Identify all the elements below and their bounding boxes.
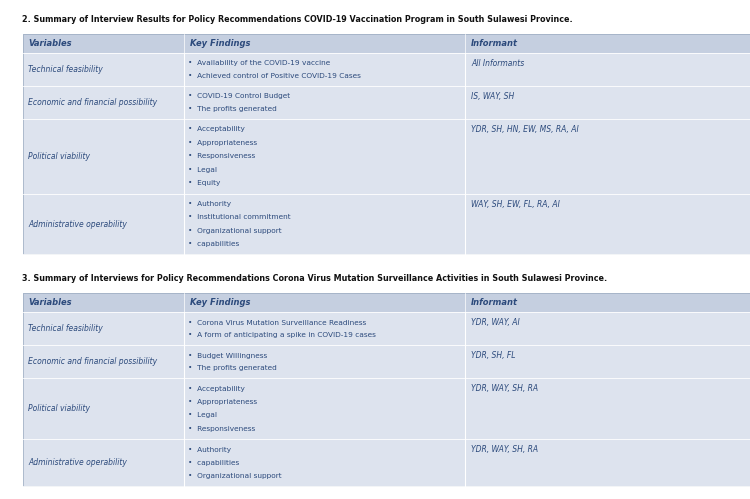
- Text: Informant: Informant: [471, 298, 518, 307]
- Text: •  Authority: • Authority: [188, 201, 231, 207]
- Bar: [22, 378, 184, 439]
- Text: YDR, WAY, AI: YDR, WAY, AI: [471, 318, 520, 327]
- Text: •  Equity: • Equity: [188, 180, 220, 186]
- Text: Technical feasibility: Technical feasibility: [28, 324, 104, 333]
- Text: •  Corona Virus Mutation Surveillance Readiness: • Corona Virus Mutation Surveillance Rea…: [188, 319, 366, 326]
- Text: YDR, WAY, SH, RA: YDR, WAY, SH, RA: [471, 445, 538, 454]
- Text: Technical feasibility: Technical feasibility: [28, 65, 104, 74]
- Bar: [184, 312, 465, 345]
- Text: Variables: Variables: [28, 298, 72, 307]
- Text: •  Authority: • Authority: [188, 447, 231, 453]
- Bar: [184, 439, 465, 486]
- Text: 2. Summary of Interview Results for Policy Recommendations COVID-19 Vaccination : 2. Summary of Interview Results for Poli…: [22, 15, 573, 24]
- Text: Political viability: Political viability: [28, 152, 91, 161]
- Bar: [22, 194, 184, 254]
- Bar: [465, 34, 750, 53]
- Bar: [465, 119, 750, 194]
- Bar: [184, 194, 465, 254]
- Text: IS, WAY, SH: IS, WAY, SH: [471, 91, 514, 101]
- Text: Political viability: Political viability: [28, 404, 91, 413]
- Bar: [465, 312, 750, 345]
- Text: •  Appropriateness: • Appropriateness: [188, 399, 256, 405]
- Text: •  Availability of the COVID-19 vaccine: • Availability of the COVID-19 vaccine: [188, 60, 330, 66]
- Text: 3. Summary of Interviews for Policy Recommendations Corona Virus Mutation Survei: 3. Summary of Interviews for Policy Reco…: [22, 274, 608, 283]
- Text: •  capabilities: • capabilities: [188, 241, 238, 247]
- Text: •  The profits generated: • The profits generated: [188, 105, 276, 112]
- Text: Key Findings: Key Findings: [190, 39, 250, 48]
- Bar: [184, 86, 465, 119]
- Bar: [22, 439, 184, 486]
- Bar: [465, 345, 750, 378]
- Text: •  The profits generated: • The profits generated: [188, 365, 276, 371]
- Bar: [22, 293, 750, 486]
- Bar: [184, 119, 465, 194]
- Bar: [22, 86, 184, 119]
- Bar: [22, 293, 184, 312]
- Text: YDR, WAY, SH, RA: YDR, WAY, SH, RA: [471, 384, 538, 393]
- Bar: [22, 312, 184, 345]
- Text: YDR, SH, HN, EW, MS, RA, AI: YDR, SH, HN, EW, MS, RA, AI: [471, 125, 579, 134]
- Bar: [22, 345, 184, 378]
- Bar: [22, 34, 750, 254]
- Bar: [184, 293, 465, 312]
- Text: •  Legal: • Legal: [188, 167, 217, 173]
- Text: •  Budget Willingness: • Budget Willingness: [188, 352, 267, 359]
- Text: YDR, SH, FL: YDR, SH, FL: [471, 351, 515, 360]
- Text: Economic and financial possibility: Economic and financial possibility: [28, 98, 158, 107]
- Bar: [465, 439, 750, 486]
- Bar: [465, 53, 750, 86]
- Bar: [465, 194, 750, 254]
- Bar: [465, 293, 750, 312]
- Text: •  Legal: • Legal: [188, 412, 217, 418]
- Text: WAY, SH, EW, FL, RA, AI: WAY, SH, EW, FL, RA, AI: [471, 200, 560, 209]
- Text: Economic and financial possibility: Economic and financial possibility: [28, 357, 158, 366]
- Text: •  Institutional commitment: • Institutional commitment: [188, 215, 290, 221]
- Text: •  Achieved control of Positive COVID-19 Cases: • Achieved control of Positive COVID-19 …: [188, 72, 360, 79]
- Text: •  Organizational support: • Organizational support: [188, 473, 281, 479]
- Text: Administrative operability: Administrative operability: [28, 220, 128, 229]
- Bar: [22, 53, 184, 86]
- Text: All Informants: All Informants: [471, 58, 524, 68]
- Text: •  Acceptability: • Acceptability: [188, 126, 244, 132]
- Bar: [465, 378, 750, 439]
- Text: Informant: Informant: [471, 39, 518, 48]
- Bar: [184, 34, 465, 53]
- Text: •  Acceptability: • Acceptability: [188, 386, 244, 392]
- Bar: [184, 53, 465, 86]
- Bar: [22, 34, 184, 53]
- Text: Variables: Variables: [28, 39, 72, 48]
- Text: Administrative operability: Administrative operability: [28, 458, 128, 467]
- Text: •  Responsiveness: • Responsiveness: [188, 153, 255, 159]
- Text: •  Appropriateness: • Appropriateness: [188, 140, 256, 146]
- Text: Key Findings: Key Findings: [190, 298, 250, 307]
- Text: •  Organizational support: • Organizational support: [188, 228, 281, 234]
- Bar: [184, 378, 465, 439]
- Text: •  COVID-19 Control Budget: • COVID-19 Control Budget: [188, 93, 290, 99]
- Bar: [184, 345, 465, 378]
- Text: •  A form of anticipating a spike in COVID-19 cases: • A form of anticipating a spike in COVI…: [188, 332, 375, 338]
- Bar: [22, 119, 184, 194]
- Text: •  Responsiveness: • Responsiveness: [188, 426, 255, 432]
- Bar: [465, 86, 750, 119]
- Text: •  capabilities: • capabilities: [188, 460, 238, 466]
